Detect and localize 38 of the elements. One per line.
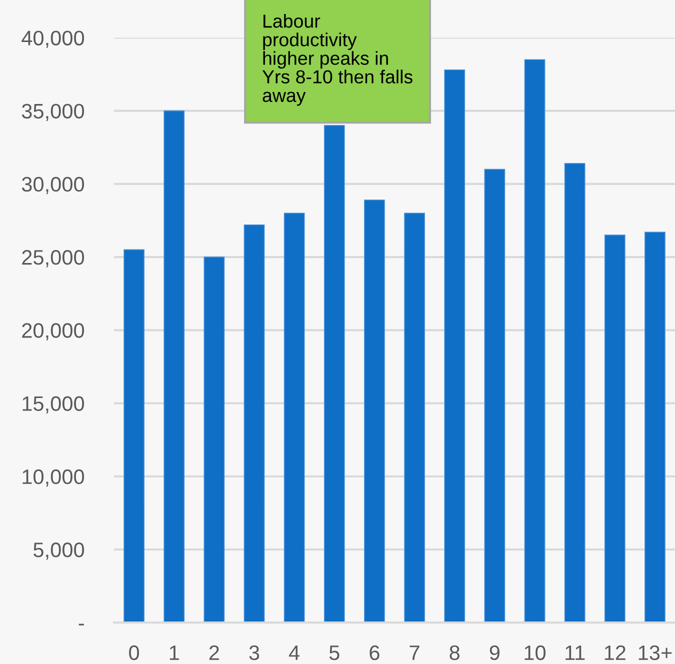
bar	[324, 125, 345, 623]
bar	[484, 168, 506, 623]
bar	[444, 69, 466, 623]
y-tick-label: 35,000	[22, 104, 84, 122]
y-tick-label: 20,000	[22, 323, 84, 340]
x-tick-label: 6	[370, 645, 380, 660]
bar	[404, 212, 425, 623]
y-tick-label: 25,000	[22, 250, 84, 268]
x-tick-label: 12	[604, 645, 626, 660]
x-tick-label: 8	[450, 645, 460, 660]
y-tick-label: 10,000	[22, 469, 84, 487]
x-tick-label: 4	[289, 646, 300, 660]
x-tick-label: 3	[249, 645, 260, 660]
y-tick-label: -	[78, 624, 84, 626]
bar	[564, 163, 586, 623]
bar	[244, 224, 265, 623]
y-tick-label: 15,000	[22, 396, 84, 414]
bar	[604, 234, 626, 623]
y-tick-label: 5,000	[34, 542, 84, 560]
y-tick-label: 30,000	[22, 176, 84, 194]
x-tick-label: 2	[209, 645, 219, 660]
x-tick-label: 11	[566, 646, 585, 660]
x-tick-label: 5	[329, 646, 340, 660]
x-tick-label: 1	[170, 646, 179, 660]
x-tick-label: 10	[524, 645, 546, 660]
bar	[164, 110, 185, 623]
bar	[284, 212, 305, 623]
bar	[204, 256, 225, 623]
annotation: Labour productivity higher peaks in Yrs 8-10 then falls away	[262, 14, 412, 106]
bar	[124, 249, 144, 623]
x-tick-label: 13+	[638, 645, 672, 660]
x-tick-label: 9	[490, 645, 500, 660]
x-tick-label: 7	[410, 646, 420, 660]
bar	[364, 200, 385, 623]
bar	[644, 232, 666, 623]
bar	[524, 59, 546, 623]
y-tick-label: 40,000	[22, 30, 84, 48]
x-tick-label: 0	[129, 645, 140, 660]
